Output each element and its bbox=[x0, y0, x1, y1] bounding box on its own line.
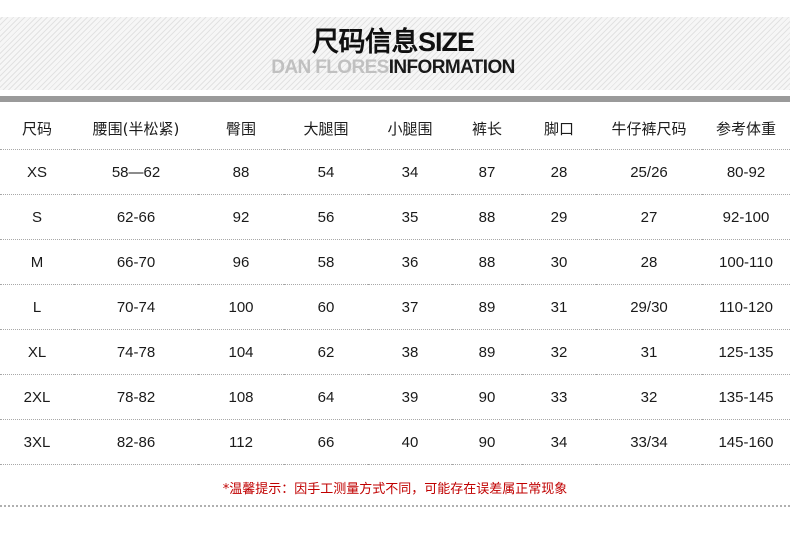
banner-title: 尺码信息SIZE bbox=[311, 26, 475, 58]
banner-content: 尺码信息SIZE DAN FLORESINFORMATION bbox=[0, 17, 790, 90]
cell-length: 89 bbox=[452, 284, 522, 330]
cell-thigh: 54 bbox=[284, 149, 368, 195]
cell-jeans-size: 33/34 bbox=[596, 419, 702, 465]
table-row: L 70-74 100 60 37 89 31 29/30 110-120 bbox=[0, 284, 790, 330]
cell-foot-opening: 32 bbox=[522, 329, 596, 375]
cell-foot-opening: 31 bbox=[522, 284, 596, 330]
column-header-foot-opening: 脚口 bbox=[522, 108, 596, 150]
banner-subtitle: DAN FLORESINFORMATION bbox=[271, 57, 516, 79]
cell-thigh: 62 bbox=[284, 329, 368, 375]
column-header-length: 裤长 bbox=[452, 108, 522, 150]
column-header-thigh: 大腿围 bbox=[284, 108, 368, 150]
size-info-banner: 尺码信息SIZE DAN FLORESINFORMATION bbox=[0, 17, 790, 90]
table-row: 2XL 78-82 108 64 39 90 33 32 135-145 bbox=[0, 374, 790, 420]
cell-size: S bbox=[0, 194, 74, 240]
table-row: M 66-70 96 58 36 88 30 28 100-110 bbox=[0, 239, 790, 285]
cell-size: L bbox=[0, 284, 74, 330]
cell-jeans-size: 31 bbox=[596, 329, 702, 375]
cell-waist: 82-86 bbox=[74, 419, 198, 465]
table-row: XS 58—62 88 54 34 87 28 25/26 80-92 bbox=[0, 149, 790, 195]
cell-hip: 100 bbox=[198, 284, 284, 330]
cell-size: M bbox=[0, 239, 74, 285]
cell-foot-opening: 30 bbox=[522, 239, 596, 285]
cell-weight: 125-135 bbox=[702, 329, 790, 375]
cell-calf: 35 bbox=[368, 194, 452, 240]
cell-size: 2XL bbox=[0, 374, 74, 420]
cell-thigh: 58 bbox=[284, 239, 368, 285]
cell-hip: 112 bbox=[198, 419, 284, 465]
cell-length: 88 bbox=[452, 239, 522, 285]
column-header-size: 尺码 bbox=[0, 108, 74, 150]
cell-thigh: 56 bbox=[284, 194, 368, 240]
banner-divider-bar bbox=[0, 96, 790, 102]
cell-waist: 74-78 bbox=[74, 329, 198, 375]
cell-weight: 80-92 bbox=[702, 149, 790, 195]
cell-calf: 34 bbox=[368, 149, 452, 195]
banner-subtitle-brand: DAN FLORES bbox=[271, 57, 389, 79]
cell-waist: 78-82 bbox=[74, 374, 198, 420]
cell-hip: 92 bbox=[198, 194, 284, 240]
cell-calf: 36 bbox=[368, 239, 452, 285]
table-header-row: 尺码 腰围(半松紧) 臀围 大腿围 小腿围 裤长 脚口 牛仔裤尺码 参考体重 bbox=[0, 108, 790, 150]
banner-title-en: SIZE bbox=[417, 26, 475, 57]
cell-waist: 66-70 bbox=[74, 239, 198, 285]
cell-length: 90 bbox=[452, 419, 522, 465]
cell-calf: 40 bbox=[368, 419, 452, 465]
cell-foot-opening: 29 bbox=[522, 194, 596, 240]
table-row: S 62-66 92 56 35 88 29 27 92-100 bbox=[0, 194, 790, 240]
column-header-weight: 参考体重 bbox=[702, 108, 790, 150]
cell-length: 88 bbox=[452, 194, 522, 240]
column-header-calf: 小腿围 bbox=[368, 108, 452, 150]
column-header-waist: 腰围(半松紧) bbox=[74, 108, 198, 150]
cell-waist: 70-74 bbox=[74, 284, 198, 330]
cell-size: 3XL bbox=[0, 419, 74, 465]
cell-size: XS bbox=[0, 149, 74, 195]
measurement-disclaimer: *温馨提示：因手工测量方式不同，可能存在误差属正常现象 bbox=[222, 482, 568, 497]
cell-waist: 62-66 bbox=[74, 194, 198, 240]
cell-weight: 145-160 bbox=[702, 419, 790, 465]
cell-foot-opening: 33 bbox=[522, 374, 596, 420]
cell-foot-opening: 34 bbox=[522, 419, 596, 465]
cell-thigh: 64 bbox=[284, 374, 368, 420]
cell-weight: 110-120 bbox=[702, 284, 790, 330]
column-header-jeans-size: 牛仔裤尺码 bbox=[596, 108, 702, 150]
cell-calf: 38 bbox=[368, 329, 452, 375]
cell-hip: 96 bbox=[198, 239, 284, 285]
size-table: 尺码 腰围(半松紧) 臀围 大腿围 小腿围 裤长 脚口 牛仔裤尺码 参考体重 X… bbox=[0, 108, 790, 465]
cell-thigh: 66 bbox=[284, 419, 368, 465]
cell-jeans-size: 28 bbox=[596, 239, 702, 285]
table-row: 3XL 82-86 112 66 40 90 34 33/34 145-160 bbox=[0, 419, 790, 465]
cell-hip: 88 bbox=[198, 149, 284, 195]
column-header-hip: 臀围 bbox=[198, 108, 284, 150]
cell-calf: 37 bbox=[368, 284, 452, 330]
cell-weight: 135-145 bbox=[702, 374, 790, 420]
bottom-divider bbox=[0, 505, 790, 507]
banner-subtitle-word: INFORMATION bbox=[388, 57, 516, 79]
size-table-header: 尺码 腰围(半松紧) 臀围 大腿围 小腿围 裤长 脚口 牛仔裤尺码 参考体重 bbox=[0, 108, 790, 150]
cell-weight: 92-100 bbox=[702, 194, 790, 240]
cell-length: 89 bbox=[452, 329, 522, 375]
table-row: XL 74-78 104 62 38 89 32 31 125-135 bbox=[0, 329, 790, 375]
cell-calf: 39 bbox=[368, 374, 452, 420]
banner-title-cn: 尺码信息 bbox=[311, 26, 419, 58]
cell-jeans-size: 29/30 bbox=[596, 284, 702, 330]
cell-length: 90 bbox=[452, 374, 522, 420]
cell-length: 87 bbox=[452, 149, 522, 195]
cell-hip: 104 bbox=[198, 329, 284, 375]
cell-jeans-size: 25/26 bbox=[596, 149, 702, 195]
cell-jeans-size: 27 bbox=[596, 194, 702, 240]
size-table-body: XS 58—62 88 54 34 87 28 25/26 80-92 S 62… bbox=[0, 149, 790, 465]
cell-jeans-size: 32 bbox=[596, 374, 702, 420]
cell-size: XL bbox=[0, 329, 74, 375]
cell-hip: 108 bbox=[198, 374, 284, 420]
cell-weight: 100-110 bbox=[702, 239, 790, 285]
cell-thigh: 60 bbox=[284, 284, 368, 330]
cell-waist: 58—62 bbox=[74, 149, 198, 195]
cell-foot-opening: 28 bbox=[522, 149, 596, 195]
